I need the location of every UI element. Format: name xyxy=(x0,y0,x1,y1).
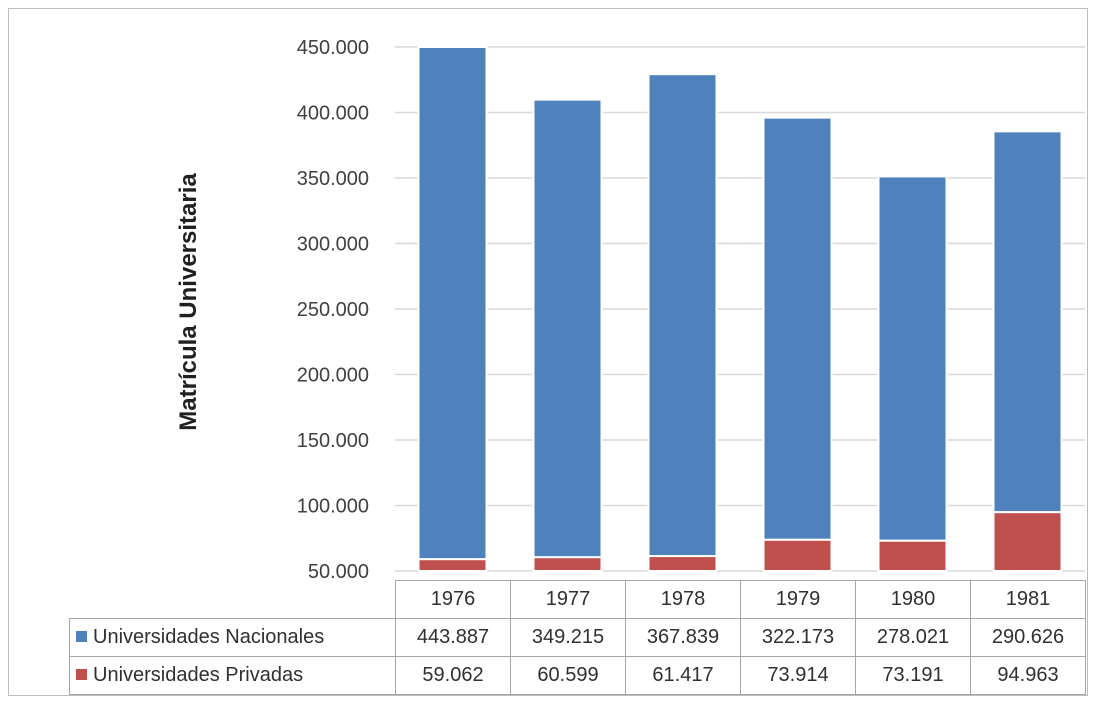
category-label: 1978 xyxy=(625,580,741,619)
chart-svg: 50.000 100.000 150.000 200.000 250.000 300.00… xyxy=(175,37,1085,583)
data-label: 290.626 xyxy=(970,618,1086,657)
bar-privadas-1981 xyxy=(992,511,1063,573)
y-tick-label: 350.000 xyxy=(297,168,369,190)
category-label: 1976 xyxy=(395,580,511,619)
bar-nacionales-1980 xyxy=(877,175,948,542)
data-label: 73.191 xyxy=(855,656,971,695)
bar-nacionales-1979 xyxy=(762,116,833,541)
legend-swatch-red xyxy=(76,669,87,680)
bar-privadas-1976 xyxy=(417,558,488,573)
data-label: 443.887 xyxy=(395,618,511,657)
bar-privadas-1978 xyxy=(647,555,718,572)
y-tick-label: 150.000 xyxy=(297,430,369,452)
category-label: 1981 xyxy=(970,580,1086,619)
bar-privadas-1977 xyxy=(532,556,603,572)
data-label: 61.417 xyxy=(625,656,741,695)
legend-entry-nacionales: Universidades Nacionales xyxy=(69,618,396,657)
category-label: 1980 xyxy=(855,580,971,619)
y-tick-label: 100.000 xyxy=(297,496,369,518)
data-label: 60.599 xyxy=(510,656,626,695)
y-tick-label: 300.000 xyxy=(297,234,369,256)
category-label: 1977 xyxy=(510,580,626,619)
y-tick-label: 250.000 xyxy=(297,299,369,321)
table-row-nacionales: Universidades Nacionales 443.887 349.215… xyxy=(69,618,1086,657)
series-name: Universidades Privadas xyxy=(93,664,304,686)
y-axis-ticks: 50.000 100.000 150.000 200.000 250.000 300.00… xyxy=(297,37,369,583)
series-name: Universidades Nacionales xyxy=(93,626,325,648)
data-table: 1976 1977 1978 1979 1980 1981 Universida… xyxy=(69,580,1086,695)
y-tick-label: 200.000 xyxy=(297,365,369,387)
data-label: 59.062 xyxy=(395,656,511,695)
legend-swatch-blue xyxy=(76,631,87,642)
data-label: 73.914 xyxy=(740,656,856,695)
legend-entry-privadas: Universidades Privadas xyxy=(69,656,396,695)
data-label: 349.215 xyxy=(510,618,626,657)
y-tick-label: 400.000 xyxy=(297,103,369,125)
category-label: 1979 xyxy=(740,580,856,619)
table-corner xyxy=(69,580,396,619)
table-row-privadas: Universidades Privadas 59.062 60.599 61.… xyxy=(69,656,1086,695)
table-header-row: 1976 1977 1978 1979 1980 1981 xyxy=(69,580,1086,619)
y-axis-label: Matrícula Universitaria xyxy=(175,173,202,431)
bar-privadas-1980 xyxy=(877,539,948,573)
chart-frame: 50.000 100.000 150.000 200.000 250.000 300.00… xyxy=(8,8,1088,696)
data-label: 322.173 xyxy=(740,618,856,657)
y-tick-label: 450.000 xyxy=(297,37,369,59)
bar-nacionales-1977 xyxy=(532,98,603,559)
bar-nacionales-1981 xyxy=(992,130,1063,514)
bar-privadas-1979 xyxy=(762,538,833,573)
bars xyxy=(417,46,1063,573)
bar-nacionales-1976 xyxy=(417,46,488,561)
data-label: 367.839 xyxy=(625,618,741,657)
bar-nacionales-1978 xyxy=(647,73,718,558)
gridlines xyxy=(395,46,1085,572)
y-tick-label: 50.000 xyxy=(308,561,369,583)
data-label: 278.021 xyxy=(855,618,971,657)
data-label: 94.963 xyxy=(970,656,1086,695)
